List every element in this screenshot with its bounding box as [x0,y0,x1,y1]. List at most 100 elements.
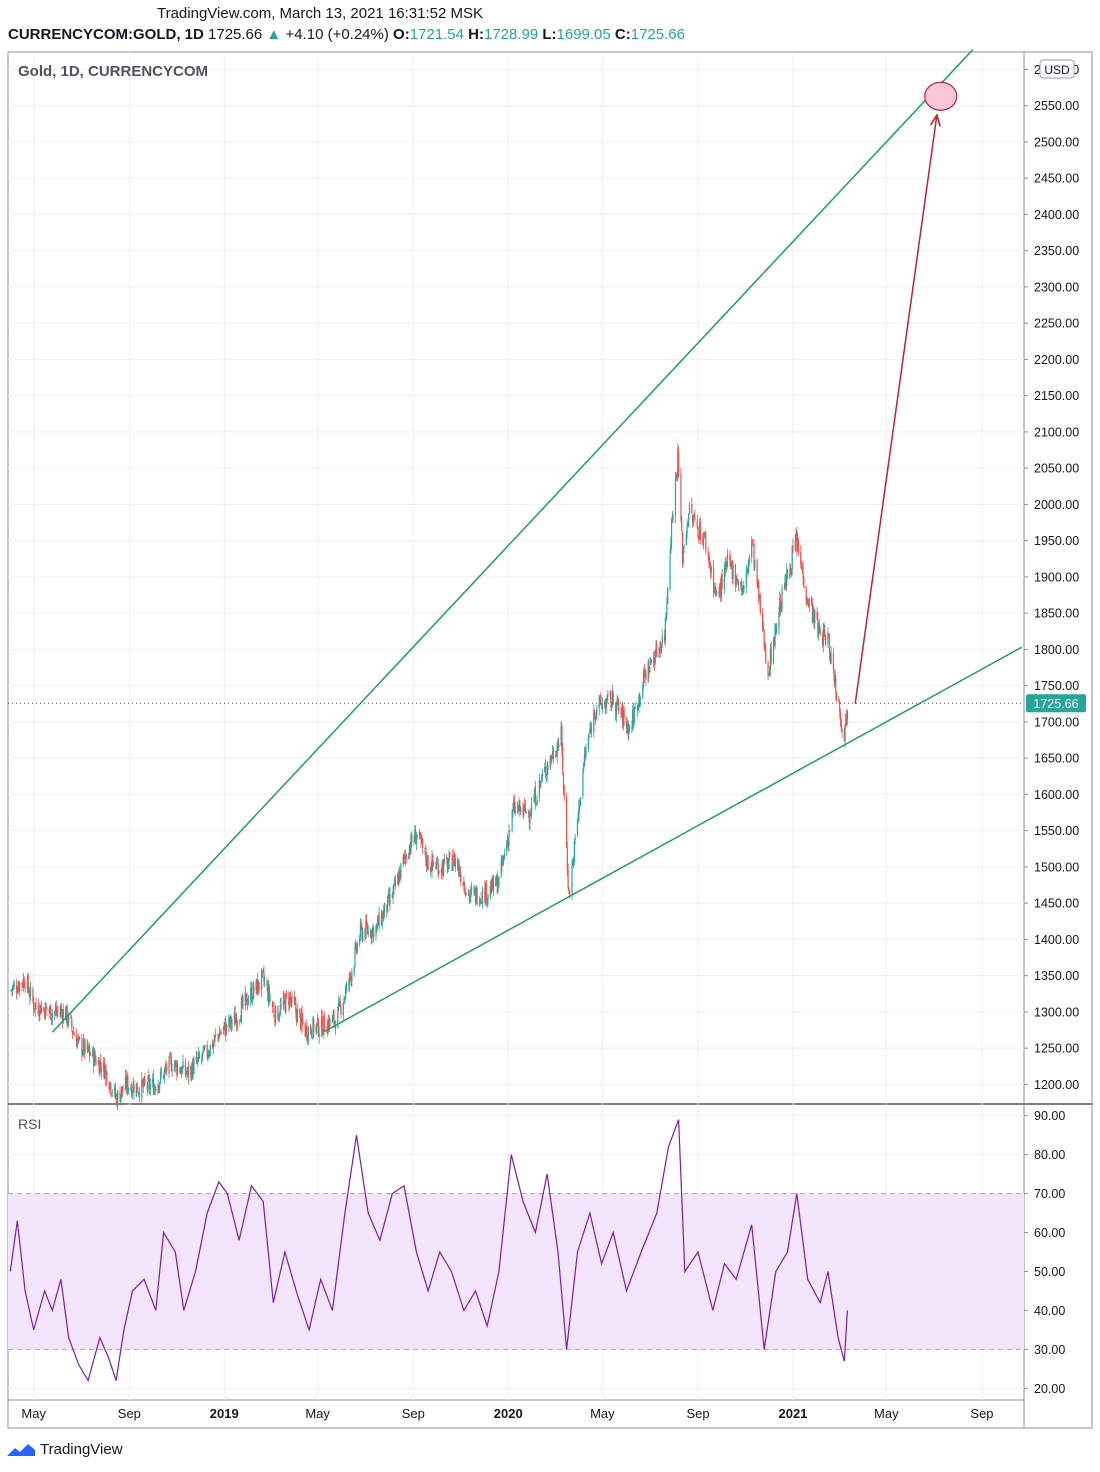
price-scale[interactable]: 1200.00 1250.00 1300.00 1350.00 1400.00 1450.… [1024,63,1079,1092]
price-tick-label: 2100.00 [1034,425,1079,439]
candle-body [338,1001,341,1005]
candle-body [104,1067,106,1080]
candle-body [490,887,492,894]
candle-body [811,604,813,623]
candle-body [236,1021,239,1025]
candle-body [229,1018,231,1025]
candle-body [89,1048,91,1056]
candle-body [148,1074,150,1080]
candle-body [333,1011,335,1024]
candle-body [190,1066,192,1076]
candle-body [22,982,24,987]
candle-body [697,527,699,538]
target-ellipse [924,81,958,111]
candle-body [614,704,617,715]
candle-body [688,504,691,514]
candle-body [479,898,481,905]
candle-body [375,926,377,937]
rsi-scale[interactable]: 20.00 30.00 40.00 50.00 60.00 70.00 80.00 90.00 [1024,1109,1065,1396]
candle-body [21,983,23,985]
candle-body [366,920,368,927]
candle-body [707,552,709,554]
candle-body [753,544,755,566]
candle-body [637,707,639,710]
candle-body [485,883,488,903]
candle-body [464,892,467,896]
currency-badge[interactable] [1039,59,1075,79]
candle-body [582,771,584,796]
candle-body [723,567,726,589]
candle-body [236,1018,238,1027]
candle-body [44,1003,46,1020]
candle-body [77,1038,79,1041]
candle-body [513,801,515,808]
candle-body [720,582,722,596]
footer-brand[interactable]: TradingView [6,1438,123,1460]
candle-body [802,567,804,579]
candle-body [348,973,351,985]
price-tick-label: 2200.00 [1034,353,1079,367]
candle-body [464,884,466,891]
candle-body [231,1022,233,1025]
candle-body [328,1017,330,1030]
candle-body [496,875,498,893]
candle-body [97,1060,99,1065]
candle-body [573,840,575,862]
candle-body [475,888,477,901]
candle-body [274,1016,276,1024]
price-tick-label: 1600.00 [1034,788,1079,802]
rsi-tick-label: 50.00 [1034,1265,1065,1279]
candle-body [612,692,614,704]
candle-body [222,1026,225,1031]
candle-body [359,922,362,937]
candle-body [677,450,680,476]
candle-body [173,1065,176,1071]
candle-body [655,643,657,655]
candle-body [748,559,750,571]
candle-body [306,1025,308,1039]
candle-body [594,717,596,719]
drawings[interactable] [51,49,1023,1033]
candle-body [245,994,247,996]
candle-body [110,1093,113,1095]
candle-body [436,862,439,864]
candle-body [278,1015,281,1017]
candle-body [500,860,502,876]
rsi-title: RSI [18,1116,41,1132]
candle-body [263,972,265,982]
candle-body [122,1090,124,1092]
candle-body [785,576,787,587]
price-tick-label: 2050.00 [1034,462,1079,476]
candle-body [627,724,629,736]
price-tick-label: 2150.00 [1034,389,1079,403]
candle-body [311,1036,313,1039]
candle-body [252,983,254,1000]
candle-body [71,1030,74,1034]
candle-body [241,997,243,1002]
rsi-tick-label: 80.00 [1034,1148,1065,1162]
time-tick-label: May [874,1406,899,1421]
candle-body [218,1035,220,1040]
candle-body [310,1025,312,1033]
candle-body [691,504,693,514]
candle-body [611,690,614,706]
candle-body [487,894,489,900]
candle-body [715,589,717,594]
candle-body [370,934,372,938]
time-scale[interactable]: May Sep 2019 May Sep 2020 May Sep 2021 May Sep [21,1406,993,1421]
candle-body [219,1032,221,1038]
candle-body [797,538,799,550]
candle-body [795,534,797,540]
candle-body [756,559,758,586]
candle-body [790,568,792,573]
candle-body [185,1071,187,1074]
candle-body [268,986,270,1002]
candle-body [397,873,399,885]
candle-body [264,981,266,983]
candle-body [284,1001,286,1012]
candles [10,443,849,1111]
candle-body [124,1076,127,1090]
time-tick-label: Sep [402,1406,425,1421]
candle-body [540,781,542,785]
